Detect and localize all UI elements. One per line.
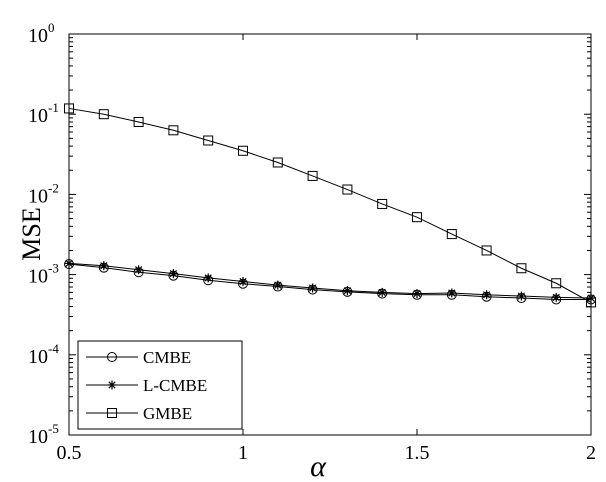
x-tick-label: 1.5: [405, 442, 430, 464]
x-axis-label: α: [310, 450, 327, 482]
legend: CMBE L-CMBE GMBE: [77, 340, 243, 430]
data-point: [377, 287, 387, 297]
data-point: [64, 103, 74, 114]
data-point: [203, 273, 213, 283]
data-point: [99, 261, 109, 271]
legend-item: L-CMBE: [86, 376, 207, 395]
series-line: [68, 263, 591, 300]
y-tick-label: 100: [28, 20, 55, 47]
data-point: [168, 125, 179, 136]
data-point: [516, 291, 526, 301]
data-point: [412, 289, 422, 299]
series-cmbe: [64, 259, 596, 305]
series-gmbe: [64, 103, 596, 308]
y-tick-label: 10-4: [28, 341, 59, 368]
x-tick-label: 2: [586, 442, 596, 464]
data-point: [273, 280, 283, 290]
data-point: [446, 229, 457, 240]
series-l-cmbe: [64, 258, 596, 303]
legend-item: CMBE: [86, 348, 191, 367]
data-point: [516, 263, 527, 274]
series-line: [68, 107, 592, 303]
data-point: [238, 145, 248, 156]
legend-label: CMBE: [143, 348, 191, 367]
plot-frame: [68, 33, 592, 436]
data-point: [447, 288, 457, 298]
data-point: [308, 283, 318, 293]
x-tick-label: 0.5: [57, 442, 82, 464]
legend-items: CMBE L-CMBE GMBE: [86, 348, 207, 423]
series-line: [68, 262, 592, 299]
data-point: [482, 290, 492, 300]
legend-item: GMBE: [86, 404, 192, 423]
axis-ticks: [68, 33, 592, 436]
y-tick-label: 10-3: [28, 261, 59, 288]
data-point: [64, 258, 74, 268]
data-point: [98, 109, 109, 120]
data-point: [168, 269, 178, 279]
x-tick-label: 1: [238, 442, 248, 464]
data-point: [342, 286, 352, 296]
data-point: [203, 135, 214, 146]
legend-label: GMBE: [143, 404, 192, 423]
legend-marker: [107, 352, 117, 362]
data-point: [133, 116, 144, 127]
data-point: [551, 292, 561, 302]
data-point: [238, 277, 248, 287]
legend-label: L-CMBE: [143, 376, 207, 395]
data-point: [412, 212, 422, 223]
tick-labels: 0.5 1 1.5 2 10-5 10-4 10-3 10-2 10-1 100: [28, 20, 596, 464]
y-tick-label: 10-2: [28, 180, 59, 207]
data-point: [586, 297, 596, 308]
data-point: [551, 278, 562, 289]
series-layer: [64, 103, 596, 308]
data-point: [134, 265, 144, 275]
y-tick-label: 10-5: [28, 421, 59, 448]
data-point: [307, 170, 318, 181]
data-point: [377, 198, 388, 209]
legend-marker: [107, 408, 117, 418]
legend-marker: [107, 380, 117, 390]
data-point: [272, 157, 283, 168]
y-tick-label: 10-1: [28, 100, 59, 127]
y-axis-label: MSE: [17, 207, 46, 260]
data-point: [342, 184, 353, 195]
data-point: [481, 245, 492, 256]
